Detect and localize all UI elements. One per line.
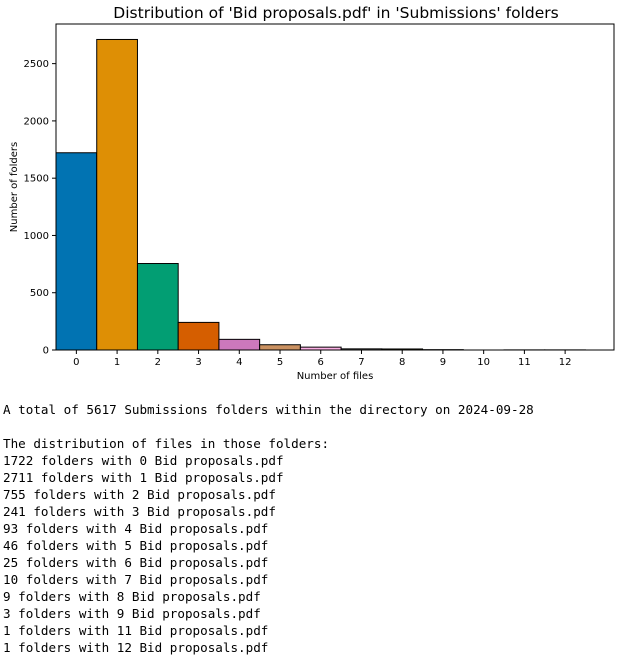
bar-4 [218,338,261,351]
distribution-line: 3 folders with 9 Bid proposals.pdf [3,606,261,621]
distribution-line: 9 folders with 8 Bid proposals.pdf [3,589,261,604]
distribution-line: 46 folders with 5 Bid proposals.pdf [3,538,269,553]
x-tick-label: 9 [440,357,446,368]
distribution-line: 10 folders with 7 Bid proposals.pdf [3,572,269,587]
x-tick-label: 2 [155,357,161,368]
plot-frame [55,23,615,351]
x-tick-label: 3 [195,357,201,368]
x-tick-label: 12 [559,357,572,368]
x-tick-label: 5 [277,357,283,368]
x-axis-label: Number of files [297,371,374,382]
y-tick-label: 0 [43,346,49,357]
distribution-line: 25 folders with 6 Bid proposals.pdf [3,555,269,570]
x-tick-label: 11 [518,357,531,368]
distribution-line: 755 folders with 2 Bid proposals.pdf [3,487,276,502]
y-tick-label: 500 [30,288,49,299]
distribution-heading: The distribution of files in those folde… [3,436,330,451]
y-tick-label: 1000 [24,231,49,242]
distribution-list: 1722 folders with 0 Bid proposals.pdf 271… [3,452,284,656]
distribution-line: 93 folders with 4 Bid proposals.pdf [3,521,269,536]
x-tick-label: 1 [114,357,120,368]
bar-chart: Distribution of 'Bid proposals.pdf' in '… [9,4,615,382]
distribution-line: 241 folders with 3 Bid proposals.pdf [3,504,276,519]
x-tick-label: 0 [73,357,79,368]
chart-title: Distribution of 'Bid proposals.pdf' in '… [113,4,558,22]
bars-group [55,38,586,351]
distribution-line: 1 folders with 12 Bid proposals.pdf [3,640,269,655]
summary-text: A total of 5617 Submissions folders with… [3,402,534,417]
bar-2 [136,263,179,351]
bar-5 [259,344,301,351]
distribution-line: 1722 folders with 0 Bid proposals.pdf [3,453,284,468]
distribution-line: 1 folders with 11 Bid proposals.pdf [3,623,269,638]
y-tick-label: 1500 [24,174,49,185]
x-tick-label: 4 [236,357,242,368]
y-tick-label: 2500 [24,59,49,70]
x-tick-label: 7 [358,357,364,368]
x-tick-label: 8 [399,357,405,368]
bar-0 [55,152,98,351]
y-axis-label: Number of folders [9,142,20,232]
bar-3 [177,321,220,351]
distribution-line: 2711 folders with 1 Bid proposals.pdf [3,470,284,485]
x-tick-label: 6 [318,357,324,368]
x-axis: 0 1 2 3 4 5 6 7 8 9 10 11 12 [73,350,571,368]
y-tick-label: 2000 [24,116,49,127]
bar-1 [96,38,138,351]
x-tick-label: 10 [477,357,490,368]
y-axis: 0 500 1000 1500 2000 2500 [24,59,56,357]
